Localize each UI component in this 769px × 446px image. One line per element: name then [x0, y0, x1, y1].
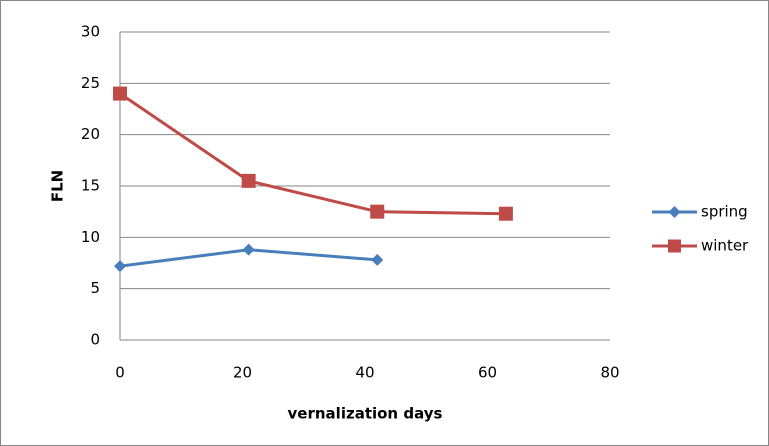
gridlines: [120, 31, 610, 290]
legend-item-spring: spring: [652, 203, 748, 221]
series-spring: [114, 243, 384, 273]
y-tick-labels: 0 5 10 15 20 25 30: [81, 23, 100, 349]
y-tick-label: 5: [90, 279, 100, 297]
x-tick-label: 20: [233, 364, 252, 382]
legend-marker-spring: [668, 206, 681, 218]
y-tick-label: 15: [81, 177, 100, 195]
data-point-winter: [370, 204, 385, 219]
y-tick-label: 30: [81, 23, 100, 41]
legend-label-spring: spring: [701, 203, 748, 221]
series-winter: [113, 86, 513, 221]
x-tick-label: 0: [115, 364, 125, 382]
x-tick-labels: 0 20 40 60 80: [115, 364, 619, 382]
data-point-spring: [114, 260, 126, 273]
x-tick-label: 40: [355, 364, 374, 382]
y-tick-label: 10: [81, 228, 100, 246]
data-point-winter: [241, 173, 256, 188]
data-point-spring: [371, 253, 384, 266]
x-axis-title: vernalization days: [288, 405, 443, 423]
x-tick-label: 60: [478, 364, 497, 382]
data-point-winter: [498, 206, 513, 221]
y-tick-label: 25: [81, 74, 100, 92]
legend: spring winter: [652, 203, 749, 255]
series-line-winter: [119, 92, 506, 216]
legend-item-winter: winter: [652, 237, 749, 255]
legend-marker-winter: [668, 239, 681, 253]
series-layer: [113, 86, 513, 273]
x-tick-label: 80: [600, 364, 619, 382]
y-tick-label: 20: [81, 125, 100, 143]
data-point-winter: [113, 86, 127, 101]
data-point-spring: [242, 243, 255, 256]
y-axis-title: FLN: [49, 170, 67, 202]
y-tick-label: 0: [90, 331, 100, 349]
legend-label-winter: winter: [701, 237, 749, 255]
